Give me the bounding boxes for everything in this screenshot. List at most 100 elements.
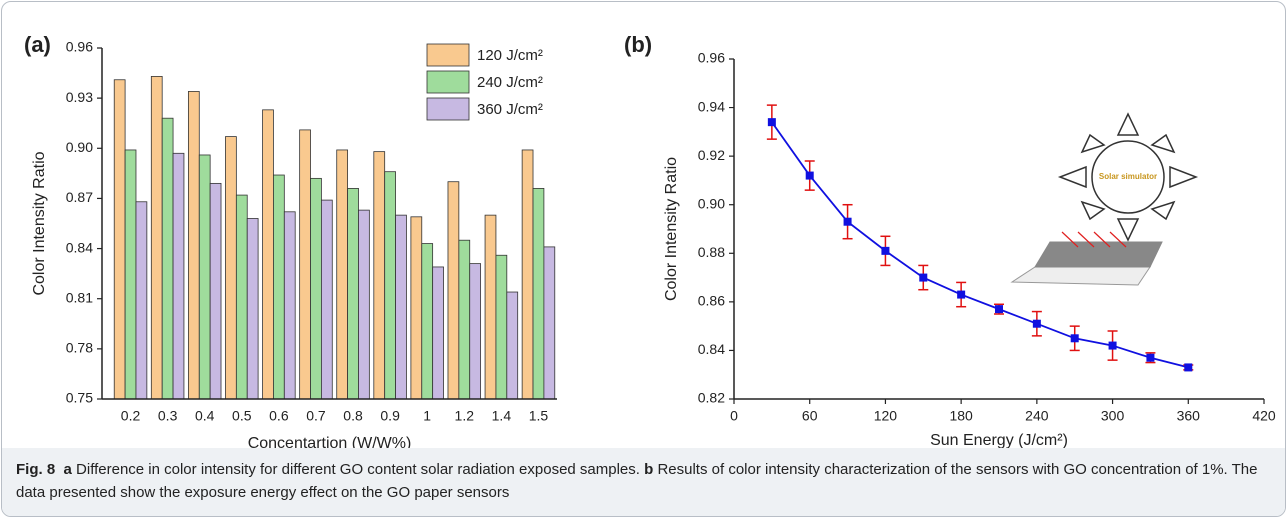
caption-label: Fig. 8 <box>16 461 56 478</box>
y-tick-label: 0.94 <box>698 98 725 114</box>
bar <box>209 182 222 400</box>
bar <box>161 117 174 400</box>
y-tick-label: 0.84 <box>66 239 93 255</box>
bar <box>113 79 126 400</box>
marker <box>843 217 852 226</box>
bar <box>235 194 248 400</box>
marker <box>995 305 1003 314</box>
x-tick-label: 300 <box>1101 408 1125 424</box>
x-tick-label: 420 <box>1252 408 1276 424</box>
legend-swatch <box>426 97 470 121</box>
x-axis-label: Sun Energy (J/cm²) <box>930 432 1068 448</box>
bar <box>150 76 163 400</box>
bar <box>484 214 497 400</box>
bar <box>246 218 259 400</box>
x-axis-label: Concentartion (W/W%) <box>248 435 412 448</box>
bar <box>447 181 460 400</box>
legend-label: 240 J/cm² <box>477 74 543 91</box>
y-tick-label: 0.84 <box>698 341 725 357</box>
x-tick-label: 0.4 <box>195 408 215 424</box>
caption-letter: a <box>63 461 72 478</box>
x-tick-label: 1.4 <box>492 408 512 424</box>
panel-label: (b) <box>624 32 652 57</box>
caption-text: Results of color intensity characterizat… <box>16 461 1258 501</box>
panel-label: (a) <box>24 32 51 57</box>
legend-swatch <box>426 70 470 94</box>
bar <box>310 177 322 400</box>
x-tick-label: 0.3 <box>158 408 178 424</box>
caption-text: Difference in color intensity for differ… <box>76 461 640 478</box>
y-tick-label: 0.93 <box>66 89 93 105</box>
marker <box>1070 334 1079 343</box>
x-tick-label: 0.6 <box>269 408 289 424</box>
charts: 0.2 0.3 0.4 0.5 0.6 0.7 0.8 0.9 1 1.2 1.4 1.5 0.75 0.… <box>24 32 1276 448</box>
marker <box>767 118 776 127</box>
y-tick-label: 0.88 <box>698 244 725 260</box>
y-axis-label: Color Intensity Ratio <box>31 151 48 295</box>
bar <box>225 136 237 400</box>
marker <box>805 171 814 180</box>
x-tick-label: 0.5 <box>232 408 252 424</box>
inset-label: Solar simulator <box>1099 172 1157 181</box>
y-tick-label: 0.75 <box>66 390 93 406</box>
bar <box>299 129 311 400</box>
bar <box>336 149 349 400</box>
bar <box>358 209 370 400</box>
inset-illustration <box>1010 112 1199 286</box>
bar <box>273 174 285 400</box>
bar <box>495 254 508 400</box>
bar <box>347 187 359 400</box>
bar <box>421 243 434 400</box>
bar <box>432 266 444 400</box>
marker <box>881 246 890 255</box>
marker <box>1184 363 1193 372</box>
bar <box>198 154 211 400</box>
bar <box>410 216 423 400</box>
marker <box>1146 353 1155 362</box>
x-tick-label: 240 <box>1025 408 1049 424</box>
x-tick-label: 0.7 <box>306 408 326 424</box>
bar <box>521 149 534 400</box>
bar <box>395 214 407 400</box>
caption-letter: b <box>644 461 654 478</box>
bar <box>384 171 396 400</box>
legend-label: 360 J/cm² <box>477 101 543 118</box>
bar <box>320 199 333 400</box>
marker <box>957 290 966 299</box>
marker <box>919 273 928 282</box>
y-tick-label: 0.92 <box>698 147 725 163</box>
data-line <box>771 121 1189 369</box>
y-tick-label: 0.82 <box>698 390 725 406</box>
x-tick-label: 0 <box>730 408 738 424</box>
y-tick-label: 0.96 <box>698 50 725 66</box>
x-tick-label: 360 <box>1177 408 1201 424</box>
bar <box>187 91 200 400</box>
x-tick-label: 0.8 <box>343 408 363 424</box>
bar <box>373 151 386 400</box>
y-tick-label: 0.86 <box>698 293 725 309</box>
x-tick-label: 1.5 <box>529 408 549 424</box>
marker <box>1108 341 1117 350</box>
y-axis-label: Color Intensity Ratio <box>663 157 680 301</box>
x-tick-label: 0.9 <box>380 408 400 424</box>
bar <box>172 152 185 400</box>
x-tick-label: 60 <box>802 408 818 424</box>
legend-label: 120 J/cm² <box>477 47 543 64</box>
x-tick-label: 120 <box>874 408 898 424</box>
bar <box>124 149 137 400</box>
bar <box>469 263 482 400</box>
bar <box>532 187 545 400</box>
y-tick-label: 0.78 <box>66 340 93 356</box>
x-tick-label: 1 <box>423 408 431 424</box>
bar <box>283 211 296 400</box>
y-tick-label: 0.90 <box>66 139 93 155</box>
bar <box>262 109 274 400</box>
x-tick-label: 0.2 <box>121 408 141 424</box>
y-tick-label: 0.87 <box>66 189 93 205</box>
bar <box>506 291 519 400</box>
x-tick-label: 180 <box>949 408 973 424</box>
y-tick-label: 0.90 <box>698 195 725 211</box>
bar <box>458 239 471 400</box>
bar <box>135 201 148 400</box>
